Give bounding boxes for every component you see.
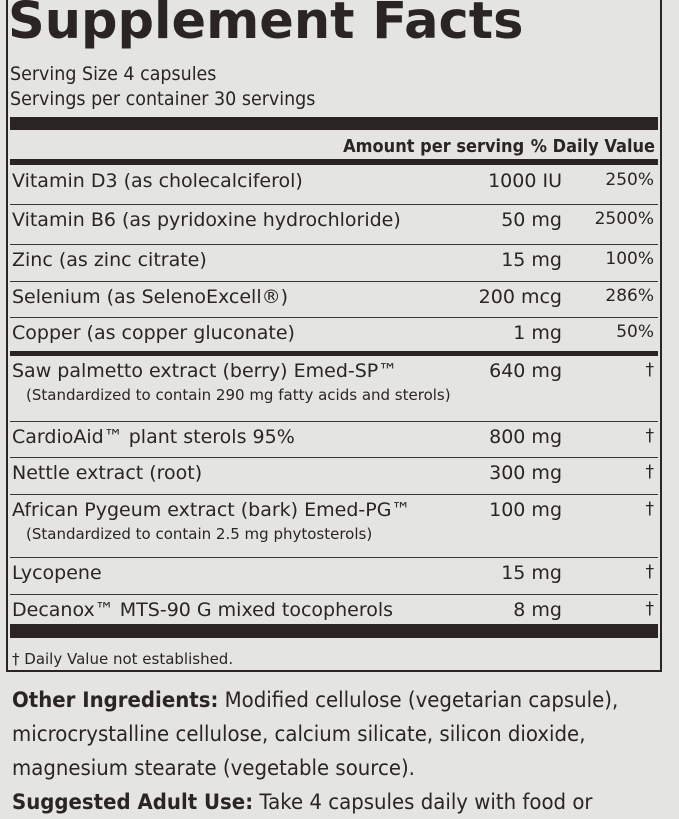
table-row: CardioAid™ plant sterols 95% 800 mg † — [10, 422, 658, 458]
amount-per-serving: 100 mg — [489, 499, 562, 521]
amount-per-serving: 640 mg — [489, 360, 562, 382]
suggested-use-label: Suggested Adult Use: — [12, 790, 254, 814]
amount-per-serving: 1 mg — [513, 322, 562, 344]
other-ingredients-label: Other Ingredients: — [12, 688, 219, 712]
nutrient-name: African Pygeum extract (bark) Emed-PG™ — [12, 499, 411, 521]
daily-value: 2500% — [594, 209, 654, 229]
suggested-use-text: Take 4 capsules daily with food or — [259, 790, 593, 814]
nutrient-name: Lycopene — [12, 562, 102, 584]
nutrient-note: (Standardized to contain 290 mg fatty ac… — [26, 386, 451, 404]
medium-divider — [10, 159, 658, 165]
amount-header: Amount per serving — [342, 136, 524, 157]
table-row: Copper (as copper gluconate) 1 mg 50% — [10, 318, 658, 356]
table-row: Lycopene 15 mg † — [10, 558, 658, 595]
amount-per-serving: 200 mcg — [478, 286, 562, 308]
other-ingredients-text: Modified cellulose (vegetarian capsule),… — [12, 688, 619, 780]
table-row: Saw palmetto extract (berry) Emed-SP™ (St… — [10, 356, 658, 422]
footnote: † Daily Value not established. — [12, 650, 234, 668]
serving-size: Serving Size 4 capsules — [10, 63, 217, 85]
nutrient-name: Decanox™ MTS-90 G mixed tocopherols — [12, 599, 394, 621]
panel-title: Supplement Facts — [8, 0, 524, 51]
nutrient-name: Copper (as copper gluconate) — [12, 322, 295, 344]
supplement-facts-panel — [6, 0, 662, 672]
daily-value: 250% — [605, 170, 654, 190]
table-row: African Pygeum extract (bark) Emed-PG™ (S… — [10, 495, 658, 558]
nutrient-name: Nettle extract (root) — [12, 462, 203, 484]
thick-divider-bottom — [10, 624, 658, 638]
table-row: Selenium (as SelenoExcell®) 200 mcg 286% — [10, 282, 658, 318]
daily-value: 286% — [605, 286, 654, 306]
table-row: Nettle extract (root) 300 mg † — [10, 458, 658, 495]
table-row: Zinc (as zinc citrate) 15 mg 100% — [10, 245, 658, 282]
amount-per-serving: 50 mg — [501, 209, 562, 231]
thick-divider — [10, 117, 658, 130]
amount-per-serving: 8 mg — [513, 599, 562, 621]
nutrient-note: (Standardized to contain 2.5 mg phytoste… — [26, 525, 373, 543]
daily-value: † — [645, 499, 655, 519]
table-row: Decanox™ MTS-90 G mixed tocopherols 8 mg † — [10, 595, 658, 624]
table-row: Vitamin B6 (as pyridoxine hydrochloride)… — [10, 205, 658, 245]
nutrient-name: Vitamin D3 (as cholecalciferol) — [12, 170, 303, 192]
daily-value: 100% — [605, 249, 654, 269]
nutrient-name: CardioAid™ plant sterols 95% — [12, 426, 295, 448]
daily-value: 50% — [616, 322, 654, 342]
daily-value: † — [645, 426, 655, 446]
daily-value: † — [645, 599, 655, 619]
amount-per-serving: 300 mg — [489, 462, 562, 484]
nutrient-name: Vitamin B6 (as pyridoxine hydrochloride) — [12, 209, 401, 231]
amount-per-serving: 1000 IU — [488, 170, 562, 192]
dv-header: % Daily Value — [530, 136, 655, 157]
daily-value: † — [645, 360, 655, 380]
nutrient-name: Saw palmetto extract (berry) Emed-SP™ — [12, 360, 398, 382]
other-ingredients: Other Ingredients: Modified cellulose (v… — [12, 683, 623, 819]
nutrient-name: Zinc (as zinc citrate) — [12, 249, 207, 271]
servings-per-container: Servings per container 30 servings — [10, 88, 316, 110]
amount-per-serving: 15 mg — [501, 249, 562, 271]
daily-value: † — [645, 462, 655, 482]
table-row: Vitamin D3 (as cholecalciferol) 1000 IU 25… — [10, 166, 658, 205]
amount-per-serving: 800 mg — [489, 426, 562, 448]
daily-value: † — [645, 562, 655, 582]
nutrient-name: Selenium (as SelenoExcell®) — [12, 286, 289, 308]
amount-per-serving: 15 mg — [501, 562, 562, 584]
